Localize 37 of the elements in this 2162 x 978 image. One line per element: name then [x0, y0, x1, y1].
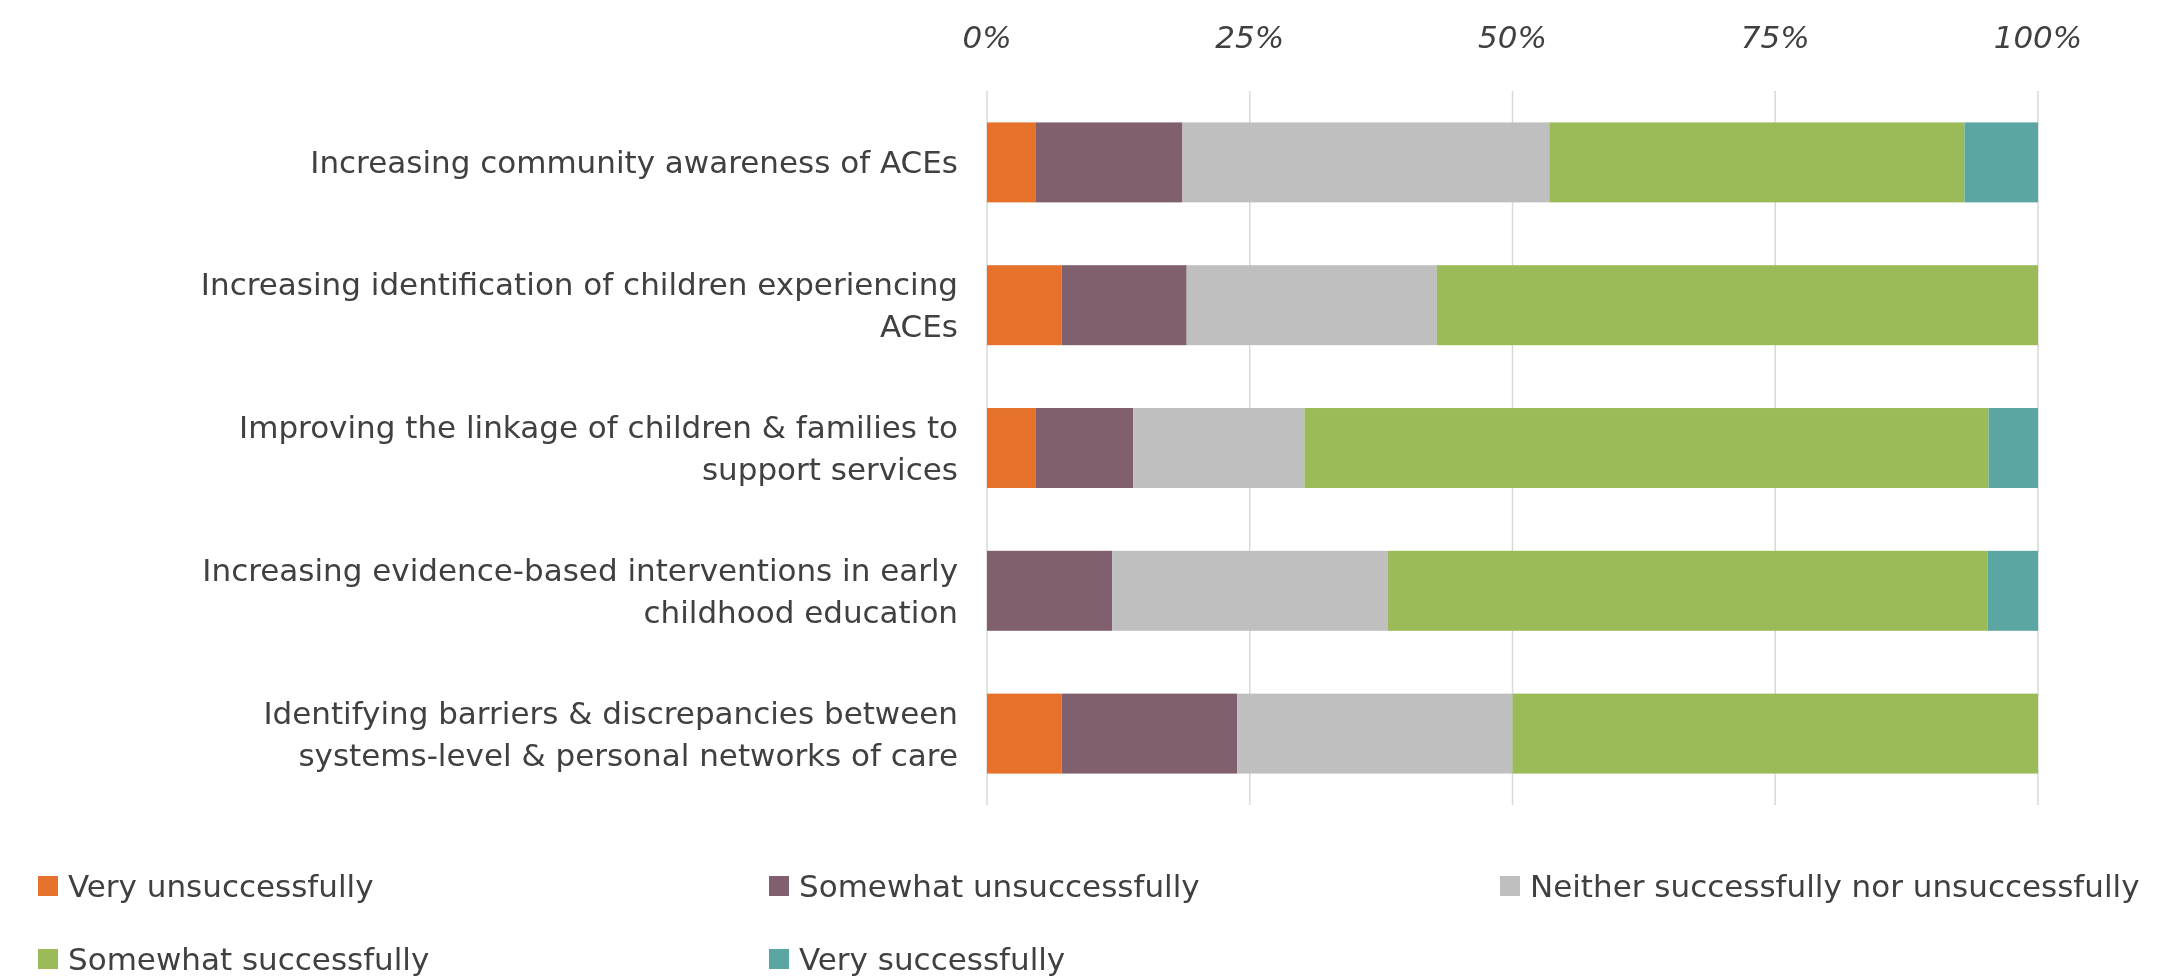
bar: [1964, 122, 2038, 203]
bar: [987, 408, 1036, 488]
y-tick-label: Identifying barriers & discrepancies between systems-level & personal networks of care: [263, 694, 958, 773]
bar: [1436, 265, 2038, 346]
bar: [1304, 408, 1989, 488]
legend-label: Very unsuccessfully: [68, 868, 374, 904]
bar: [987, 550, 1113, 631]
x-tick-label: 50%: [1478, 19, 1547, 55]
bar: [1988, 408, 2038, 488]
bar: [1112, 550, 1388, 631]
x-tick-label: 75%: [1740, 19, 1810, 55]
x-tick-label: 0%: [962, 19, 1012, 55]
bar: [1987, 550, 2038, 631]
bar: [1035, 122, 1183, 203]
bar: [1237, 693, 1513, 774]
bar: [1182, 122, 1550, 203]
bar: [1133, 408, 1305, 488]
bar: [1387, 550, 1988, 631]
legend-label: Very successfully: [799, 941, 1066, 977]
x-tick-label: 25%: [1215, 19, 1285, 55]
bar: [1061, 693, 1238, 774]
legend-label: Somewhat successfully: [68, 941, 430, 977]
bar: [1512, 693, 2038, 774]
bar: [1061, 265, 1187, 346]
x-tick-label: 100%: [1993, 19, 2083, 55]
y-tick-label: Increasing evidence-based interventions in early childhood education: [202, 551, 958, 630]
legend-label: Neither successfully nor unsuccessfully: [1530, 868, 2140, 904]
bar: [1549, 122, 1965, 203]
y-tick-label: Improving the linkage of children & families to support services: [239, 409, 958, 487]
legend-label: Somewhat unsuccessfully: [799, 868, 1200, 904]
bar: [987, 265, 1062, 346]
bar: [1186, 265, 1437, 346]
bar: [987, 122, 1036, 203]
y-tick-label: Increasing identification of children experiencing ACEs: [200, 266, 958, 345]
bar: [987, 693, 1062, 774]
bar: [1035, 408, 1134, 488]
y-tick-label: Increasing community awareness of ACEs: [310, 144, 958, 181]
